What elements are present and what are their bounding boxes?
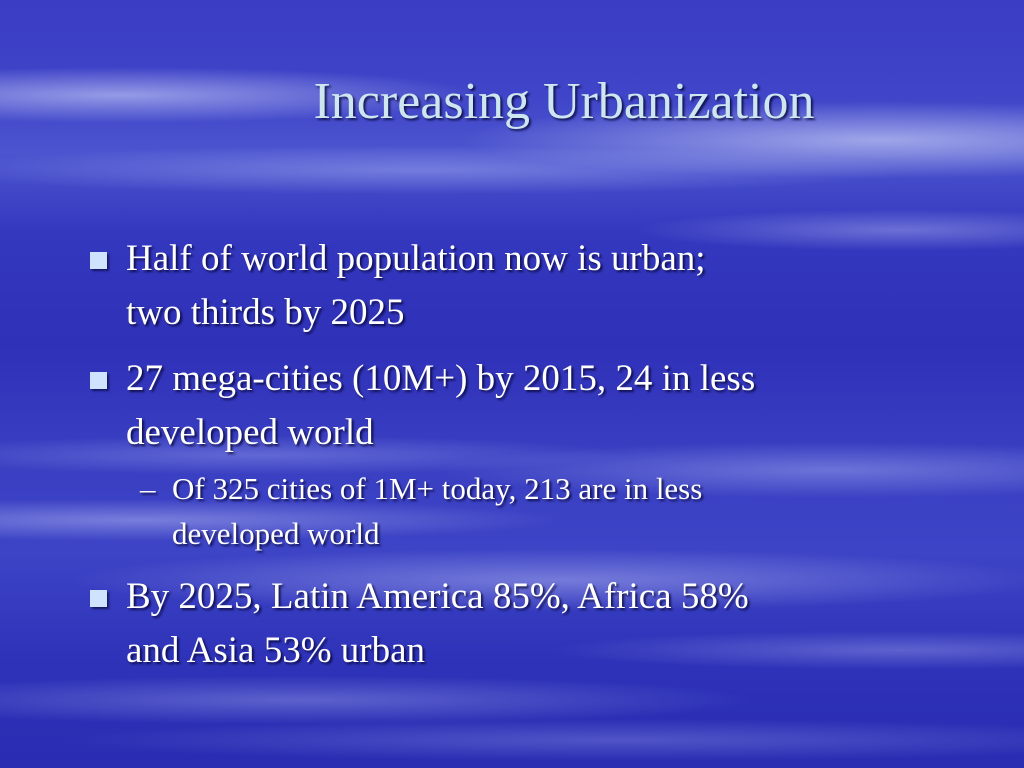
- bullet-1-line-2: two thirds by 2025: [126, 292, 405, 333]
- bullet-item-3: By 2025, Latin America 85%, Africa 58% a…: [88, 570, 928, 678]
- bullet-3-line-2: and Asia 53% urban: [126, 630, 426, 671]
- square-bullet-icon: [90, 372, 107, 389]
- dash-bullet-icon: –: [140, 471, 156, 506]
- bullet-3-line-1: By 2025, Latin America 85%, Africa 58%: [126, 576, 749, 617]
- bullet-item-1: Half of world population now is urban; t…: [88, 232, 928, 340]
- bullet-1-line-1: Half of world population now is urban;: [126, 238, 706, 279]
- sub-bullet-line-2: developed world: [172, 516, 380, 551]
- bullet-2-line-1: 27 mega-cities (10M+) by 2015, 24 in les…: [126, 358, 756, 399]
- square-bullet-icon: [90, 252, 107, 269]
- bullet-2-line-2: developed world: [126, 412, 374, 453]
- square-bullet-icon: [90, 590, 107, 607]
- bullet-item-2: 27 mega-cities (10M+) by 2015, 24 in les…: [88, 352, 928, 460]
- sub-bullet-item-1: – Of 325 cities of 1M+ today, 213 are in…: [88, 466, 928, 556]
- slide-title: Increasing Urbanization: [313, 73, 815, 130]
- sub-bullet-line-1: Of 325 cities of 1M+ today, 213 are in l…: [172, 471, 703, 506]
- bullet-list: Half of world population now is urban; t…: [88, 232, 928, 690]
